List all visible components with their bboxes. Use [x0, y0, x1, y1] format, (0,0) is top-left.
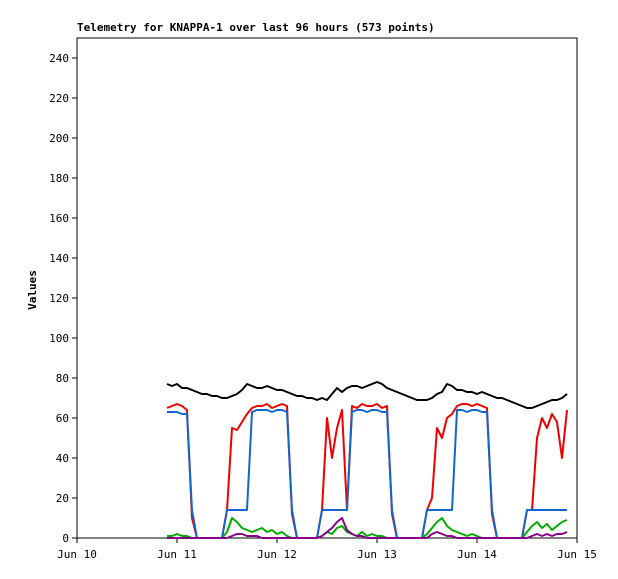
y-tick-label: 80 [56, 372, 69, 385]
x-tick-label: Jun 14 [457, 548, 497, 561]
y-tick-label: 100 [49, 332, 69, 345]
y-tick-label: 140 [49, 252, 69, 265]
x-tick-label: Jun 12 [257, 548, 297, 561]
y-tick-label: 120 [49, 292, 69, 305]
y-tick-label: 180 [49, 172, 69, 185]
x-tick-label: Jun 10 [57, 548, 97, 561]
y-axis-label: Values [26, 270, 39, 310]
y-tick-label: 40 [56, 452, 69, 465]
x-tick-label: Jun 13 [357, 548, 397, 561]
x-tick-label: Jun 15 [557, 548, 597, 561]
series-line [167, 517, 568, 539]
y-tick-label: 200 [49, 132, 69, 145]
y-tick-label: 160 [49, 212, 69, 225]
y-tick-label: 60 [56, 412, 69, 425]
chart-title: Telemetry for KNAPPA-1 over last 96 hour… [77, 21, 435, 34]
y-tick-label: 0 [62, 532, 69, 545]
y-tick-label: 240 [49, 52, 69, 65]
y-tick-label: 220 [49, 92, 69, 105]
y-tick-label: 20 [56, 492, 69, 505]
series-line [166, 381, 568, 409]
x-tick-label: Jun 11 [157, 548, 197, 561]
plot-frame [76, 37, 578, 539]
